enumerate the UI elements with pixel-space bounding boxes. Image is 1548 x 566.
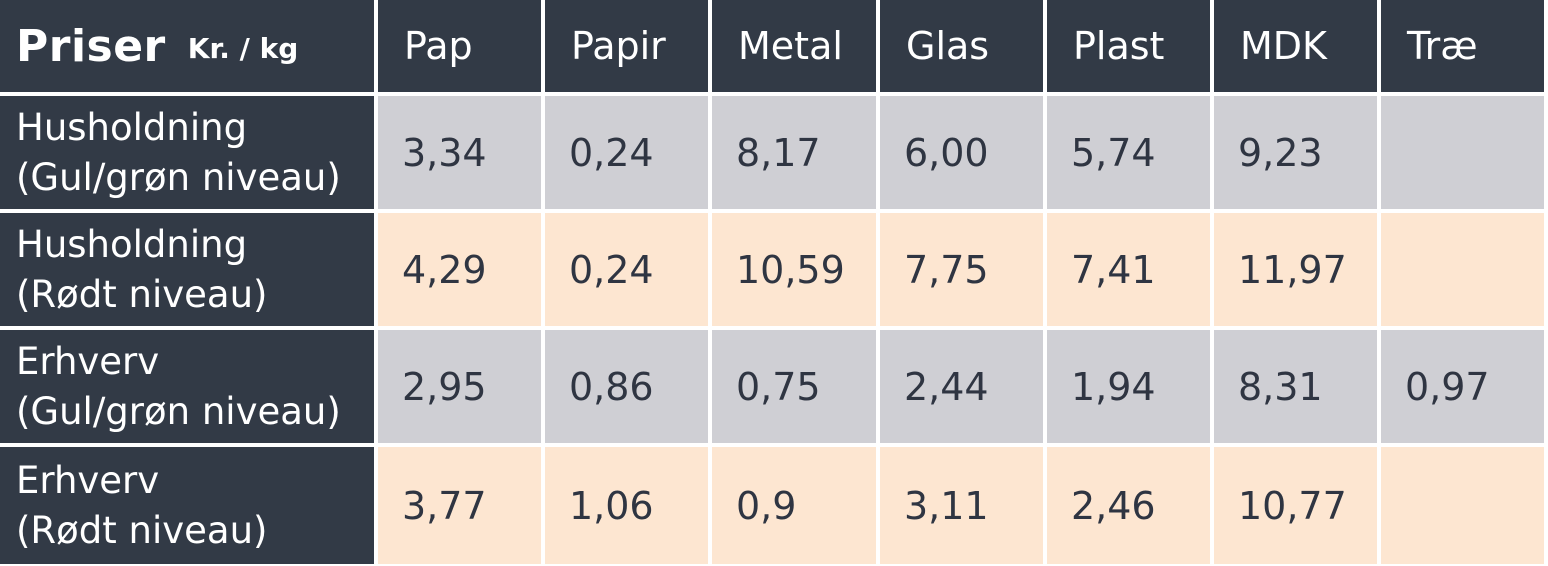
table-cell: 3,77 bbox=[378, 447, 541, 564]
table-cell: 7,41 bbox=[1047, 213, 1210, 326]
row-header-husholdning-roedt: Husholdning (Rødt niveau) bbox=[0, 213, 374, 326]
row-header-husholdning-gul-groen: Husholdning (Gul/grøn niveau) bbox=[0, 96, 374, 209]
row-header-line2: (Gul/grøn niveau) bbox=[16, 389, 341, 433]
row-header-line1: Erhverv bbox=[16, 339, 160, 383]
table-cell: 11,97 bbox=[1214, 213, 1377, 326]
table-cell: 0,86 bbox=[545, 330, 708, 443]
table-cell: 9,23 bbox=[1214, 96, 1377, 209]
table-cell: 8,17 bbox=[712, 96, 876, 209]
row-header-line2: (Rødt niveau) bbox=[16, 272, 268, 316]
row-header-erhverv-gul-groen: Erhverv (Gul/grøn niveau) bbox=[0, 330, 374, 443]
column-header-plast: Plast bbox=[1047, 0, 1210, 92]
row-header-line2: (Rødt niveau) bbox=[16, 508, 268, 552]
row-header-erhverv-roedt: Erhverv (Rødt niveau) bbox=[0, 447, 374, 564]
table-cell: 1,94 bbox=[1047, 330, 1210, 443]
table-cell: 2,95 bbox=[378, 330, 541, 443]
table-title: Priser bbox=[16, 20, 166, 72]
table-cell: 7,75 bbox=[880, 213, 1043, 326]
table-cell bbox=[1381, 213, 1544, 326]
row-header-line1: Erhverv bbox=[16, 458, 160, 502]
column-header-glas: Glas bbox=[880, 0, 1043, 92]
table-cell: 5,74 bbox=[1047, 96, 1210, 209]
table-cell bbox=[1381, 96, 1544, 209]
table-cell: 0,24 bbox=[545, 96, 708, 209]
table-cell: 3,11 bbox=[880, 447, 1043, 564]
table-cell: 4,29 bbox=[378, 213, 541, 326]
table-cell: 10,59 bbox=[712, 213, 876, 326]
table-cell: 8,31 bbox=[1214, 330, 1377, 443]
table-cell: 10,77 bbox=[1214, 447, 1377, 564]
table-cell: 6,00 bbox=[880, 96, 1043, 209]
table-corner-header: Priser Kr. / kg bbox=[0, 0, 374, 92]
column-header-metal: Metal bbox=[712, 0, 876, 92]
table-cell: 2,44 bbox=[880, 330, 1043, 443]
column-header-papir: Papir bbox=[545, 0, 708, 92]
row-header-line1: Husholdning bbox=[16, 222, 248, 266]
table-cell bbox=[1381, 447, 1544, 564]
table-cell: 3,34 bbox=[378, 96, 541, 209]
table-unit: Kr. / kg bbox=[187, 31, 299, 65]
table-cell: 0,9 bbox=[712, 447, 876, 564]
column-header-pap: Pap bbox=[378, 0, 541, 92]
column-header-mdk: MDK bbox=[1214, 0, 1377, 92]
table-cell: 2,46 bbox=[1047, 447, 1210, 564]
row-header-line1: Husholdning bbox=[16, 105, 248, 149]
table-cell: 1,06 bbox=[545, 447, 708, 564]
table-cell: 0,75 bbox=[712, 330, 876, 443]
column-header-trae: Træ bbox=[1381, 0, 1544, 92]
table-cell: 0,24 bbox=[545, 213, 708, 326]
row-header-line2: (Gul/grøn niveau) bbox=[16, 155, 341, 199]
table-cell: 0,97 bbox=[1381, 330, 1544, 443]
